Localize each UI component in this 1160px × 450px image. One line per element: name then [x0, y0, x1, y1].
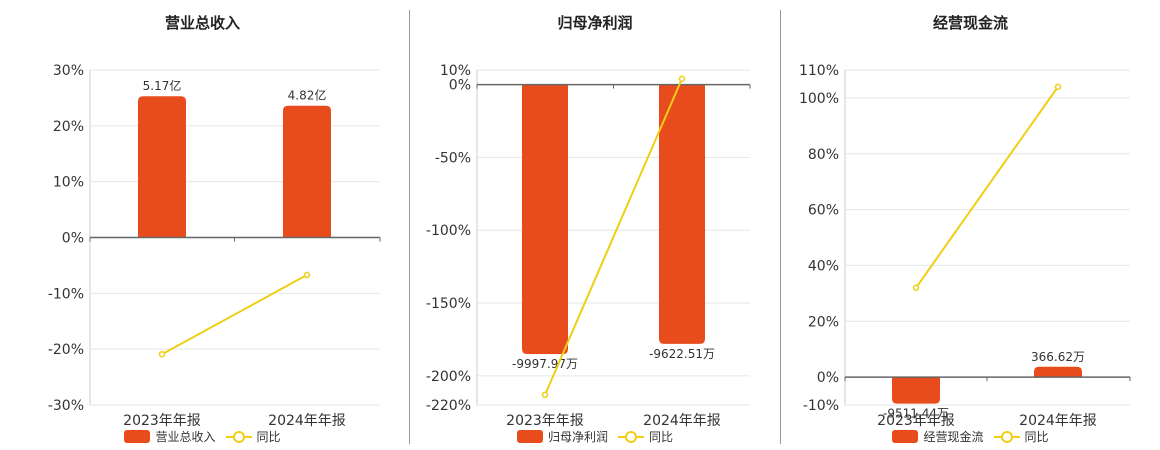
y-tick-label: 20% — [808, 314, 839, 330]
bar — [659, 84, 705, 344]
legend-line-swatch — [618, 430, 644, 443]
y-tick-label: -20% — [48, 342, 84, 358]
yoy-point — [1054, 83, 1062, 90]
legend-label: 归母净利润 — [547, 430, 608, 444]
y-tick-label: -220% — [426, 398, 471, 414]
y-tick-label: 0% — [62, 231, 84, 247]
legend-label: 经营现金流 — [923, 430, 984, 444]
y-tick-label: 80% — [808, 147, 839, 163]
bar-value-label: -9511.44万 — [883, 407, 949, 421]
chart-title: 归母净利润 — [557, 14, 633, 32]
chart-title: 营业总收入 — [164, 14, 240, 32]
bar — [892, 377, 940, 404]
cash-flow-panel: 经营现金流 110% 100% 80% 60% 40% 20% 0% -10% -9511.44… — [781, 0, 1160, 450]
yoy-line — [915, 86, 1059, 289]
legend-label: 同比 — [649, 430, 674, 444]
yoy-point — [303, 271, 311, 279]
revenue-chart: 30% 20% 10% 0% -10% -20% -30% 5.17亿 4.82亿 2023年年报… — [48, 63, 381, 429]
y-tick-label: 60% — [808, 203, 839, 219]
bar-value-label: -9997.97万 — [512, 357, 578, 371]
y-tick-label: 20% — [53, 119, 84, 135]
y-tick-label: 10% — [440, 63, 471, 79]
yoy-line — [544, 78, 683, 396]
legend-item-yoy[interactable]: 同比 — [993, 428, 1049, 445]
x-tick-label: 2023年年报 — [877, 413, 955, 429]
y-tick-label: 30% — [53, 63, 84, 79]
x-tick-label: 2023年年报 — [123, 413, 201, 429]
y-tick-label: -50% — [435, 150, 471, 166]
y-tick-label: 10% — [53, 175, 84, 191]
bar-value-label: -9622.51万 — [649, 347, 715, 361]
legend-item-bar[interactable]: 营业总收入 — [124, 428, 216, 445]
x-tick-label: 2024年年报 — [1019, 413, 1097, 429]
legend-bar-swatch — [892, 430, 919, 443]
legend: 营业总收入 同比 — [0, 428, 405, 445]
x-tick-label: 2024年年报 — [643, 413, 721, 429]
net-profit-chart: 10%0% -50% -100% -150% -200% -220% -9997.97万 -9… — [426, 63, 751, 429]
legend-item-yoy[interactable]: 同比 — [225, 428, 281, 445]
bar-value-label: 4.82亿 — [288, 88, 327, 103]
legend: 经营现金流 同比 — [781, 428, 1160, 445]
chart-title: 经营现金流 — [932, 14, 1008, 32]
bar — [522, 84, 568, 355]
legend-bar-swatch — [516, 430, 543, 443]
yoy-line — [161, 274, 308, 356]
legend-label: 同比 — [1024, 430, 1049, 444]
bar-value-label: 5.17亿 — [143, 78, 182, 93]
yoy-point — [541, 391, 549, 399]
legend-item-yoy[interactable]: 同比 — [618, 428, 673, 445]
x-tick-label: 2023年年报 — [506, 413, 584, 429]
legend-item-bar[interactable]: 归母净利润 — [516, 428, 608, 445]
y-tick-label: 0% — [817, 370, 839, 386]
legend-line-swatch — [993, 430, 1020, 443]
y-tick-label: 110% — [799, 63, 839, 79]
y-tick-label: -150% — [426, 296, 471, 312]
net-profit-panel: 归母净利润 10% 0% -50% -100% -150% -200% -220% -9997… — [410, 0, 780, 450]
bar — [1034, 366, 1082, 378]
yoy-point — [158, 350, 166, 358]
y-tick-label: 100% — [799, 91, 839, 107]
legend-item-bar[interactable]: 经营现金流 — [892, 428, 984, 445]
yoy-point — [678, 75, 686, 82]
y-tick-label: -100% — [426, 223, 471, 239]
panel-divider — [780, 10, 781, 444]
bar — [138, 96, 186, 238]
cash-flow-chart: 110% 100% 80% 60% 40% 20% 0% -10% -9511.44万 366.6… — [799, 63, 1131, 429]
legend-line-swatch — [225, 430, 252, 443]
bar-value-label: 366.62万 — [1031, 350, 1085, 364]
revenue-panel: 营业总收入 30% 20% 10% 0% -10% -20% -30% 5.17亿 4.82亿 2… — [0, 0, 405, 450]
x-tick-label: 2024年年报 — [268, 413, 346, 429]
legend-bar-swatch — [124, 430, 151, 443]
y-tick-label: 40% — [808, 258, 839, 274]
y-tick-label: -30% — [48, 398, 84, 414]
panel-divider — [409, 10, 410, 444]
yoy-point — [912, 284, 920, 291]
y-tick-label: -10% — [48, 286, 84, 302]
legend: 归母净利润 同比 — [410, 428, 780, 445]
legend-label: 营业总收入 — [155, 430, 216, 444]
legend-label: 同比 — [256, 430, 281, 444]
y-tick-label: -10% — [803, 398, 839, 414]
y-tick-label: 0% — [449, 78, 471, 94]
bar — [283, 105, 331, 238]
y-tick-label: -200% — [426, 369, 471, 385]
